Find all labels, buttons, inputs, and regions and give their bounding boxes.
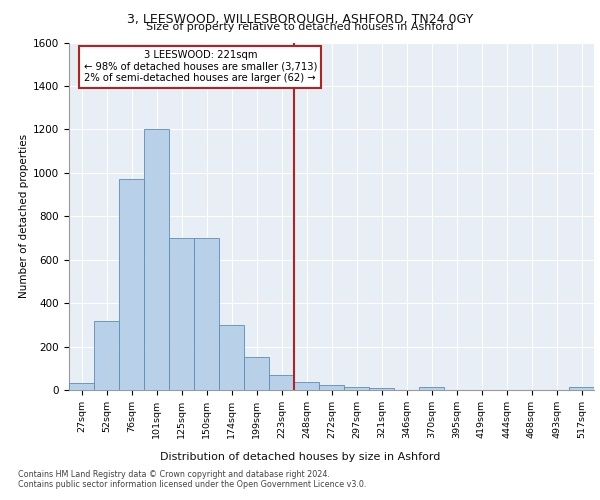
Bar xyxy=(569,388,594,390)
Bar xyxy=(119,180,144,390)
Bar xyxy=(144,130,169,390)
Bar xyxy=(344,386,369,390)
Bar xyxy=(169,238,194,390)
Bar xyxy=(194,238,219,390)
Text: Contains public sector information licensed under the Open Government Licence v3: Contains public sector information licen… xyxy=(18,480,367,489)
Bar xyxy=(219,325,244,390)
Bar xyxy=(294,382,319,390)
Bar xyxy=(94,320,119,390)
Text: Size of property relative to detached houses in Ashford: Size of property relative to detached ho… xyxy=(146,22,454,32)
Bar xyxy=(269,375,294,390)
Text: 3, LEESWOOD, WILLESBOROUGH, ASHFORD, TN24 0GY: 3, LEESWOOD, WILLESBOROUGH, ASHFORD, TN2… xyxy=(127,12,473,26)
Bar xyxy=(244,358,269,390)
Y-axis label: Number of detached properties: Number of detached properties xyxy=(19,134,29,298)
Text: Distribution of detached houses by size in Ashford: Distribution of detached houses by size … xyxy=(160,452,440,462)
Bar xyxy=(369,388,394,390)
Bar xyxy=(69,384,94,390)
Bar xyxy=(419,388,444,390)
Text: 3 LEESWOOD: 221sqm
← 98% of detached houses are smaller (3,713)
2% of semi-detac: 3 LEESWOOD: 221sqm ← 98% of detached hou… xyxy=(83,50,317,84)
Text: Contains HM Land Registry data © Crown copyright and database right 2024.: Contains HM Land Registry data © Crown c… xyxy=(18,470,330,479)
Bar xyxy=(319,385,344,390)
